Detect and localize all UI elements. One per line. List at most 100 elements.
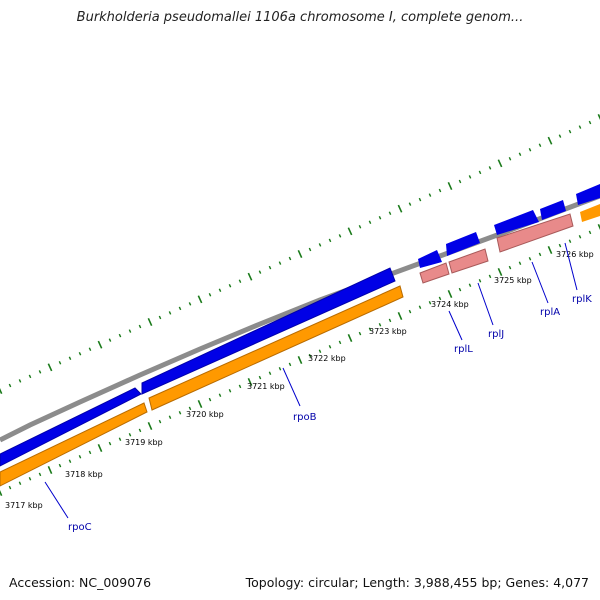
- tick-mark: [388, 318, 392, 323]
- tick-mark: [208, 293, 212, 297]
- tick-mark: [568, 129, 572, 134]
- tick-mark: [408, 202, 412, 206]
- tick-mark: [597, 114, 600, 120]
- cds-rpoB[interactable]: [148, 285, 404, 411]
- tick-mark: [228, 389, 232, 393]
- forward-genes: [0, 184, 600, 467]
- tick-mark: [28, 374, 32, 379]
- tick-mark: [358, 331, 362, 336]
- tick-mark: [547, 136, 553, 145]
- feature-rplL-pink[interactable]: [419, 262, 450, 284]
- tick-mark: [338, 340, 342, 345]
- tick-mark: [38, 370, 42, 374]
- tick-mark: [208, 397, 212, 402]
- tick-mark: [0, 490, 3, 496]
- tick-mark: [338, 234, 342, 238]
- tick-mark: [108, 441, 112, 446]
- tick-mark: [78, 455, 82, 459]
- tick-mark: [28, 477, 32, 481]
- tick-mark: [168, 311, 172, 315]
- tick-mark: [438, 188, 442, 193]
- kbp-label: 3718 kbp: [65, 470, 103, 479]
- tick-mark: [128, 329, 132, 333]
- tick-mark: [18, 379, 22, 383]
- tick-mark: [428, 301, 432, 305]
- gene-rpoC-blue[interactable]: [0, 387, 142, 467]
- gene-next-blue[interactable]: [576, 184, 600, 205]
- feature-rplJ-pink[interactable]: [448, 248, 489, 274]
- tick-mark: [218, 393, 222, 397]
- gene-rplA-blue[interactable]: [494, 210, 539, 235]
- kbp-label: 3726 kbp: [556, 250, 594, 259]
- tick-mark: [158, 315, 162, 320]
- tick-mark: [88, 450, 92, 455]
- tick-mark: [397, 204, 403, 213]
- tick-mark: [188, 406, 192, 411]
- tick-mark: [438, 296, 442, 301]
- tick-mark: [118, 333, 122, 338]
- tick-mark: [428, 193, 432, 197]
- tick-mark: [258, 375, 262, 380]
- tick-mark: [318, 349, 322, 353]
- gene-label-rpoC[interactable]: rpoC: [68, 522, 92, 533]
- gene-rplJ-blue[interactable]: [446, 232, 480, 256]
- tick-mark: [288, 256, 292, 261]
- tick-mark: [578, 125, 582, 129]
- kbp-label: 3717 kbp: [5, 501, 43, 510]
- tick-mark: [0, 388, 3, 394]
- gene-leaders: [44, 242, 578, 519]
- tick-mark: [138, 428, 142, 433]
- tick-mark: [238, 279, 242, 283]
- gene-labels: rpoC rpoB rplL rplJ rplA rplK: [68, 294, 592, 533]
- tick-mark: [18, 481, 22, 485]
- tick-mark: [358, 225, 362, 229]
- gene-label-rplL[interactable]: rplL: [454, 344, 473, 355]
- tick-mark: [308, 247, 312, 252]
- cds-features: [0, 204, 600, 487]
- tick-mark: [447, 290, 453, 298]
- outer-tick-ring: [0, 114, 600, 394]
- gene-label-rplA[interactable]: rplA: [540, 307, 560, 318]
- tick-mark: [488, 274, 492, 279]
- tick-mark: [468, 175, 472, 179]
- tick-mark: [547, 246, 553, 254]
- gene-label-rpoB[interactable]: rpoB: [293, 412, 317, 423]
- pink-features: [419, 213, 574, 284]
- tick-mark: [247, 272, 253, 281]
- tick-mark: [518, 152, 522, 157]
- genome-summary-label: Topology: circular; Length: 3,988,455 bp…: [245, 575, 589, 590]
- feature-rplA-pink[interactable]: [496, 213, 574, 253]
- tick-mark: [497, 268, 503, 276]
- tick-mark: [408, 309, 412, 314]
- gene-label-rplK[interactable]: rplK: [572, 294, 592, 305]
- gene-rplK-blue[interactable]: [540, 200, 566, 220]
- tick-mark: [328, 345, 332, 349]
- tick-mark: [538, 143, 542, 147]
- gene-rpoB-blue[interactable]: [141, 267, 396, 395]
- tick-mark: [68, 356, 72, 361]
- kbp-label: 3723 kbp: [369, 327, 407, 336]
- tick-mark: [478, 279, 482, 283]
- leader-line-rpoB: [282, 367, 301, 407]
- cds-rpoC[interactable]: [0, 402, 148, 487]
- tick-mark: [278, 367, 282, 371]
- tick-mark: [368, 327, 372, 331]
- tick-mark: [8, 383, 12, 388]
- tick-mark: [478, 170, 482, 175]
- gene-rplL-blue[interactable]: [418, 250, 442, 268]
- tick-mark: [247, 378, 253, 386]
- cds-next[interactable]: [580, 204, 600, 222]
- tick-mark: [528, 147, 532, 152]
- gene-label-rplJ[interactable]: rplJ: [488, 329, 504, 340]
- tick-mark: [38, 472, 42, 477]
- tick-mark: [138, 324, 142, 329]
- tick-mark: [58, 361, 62, 365]
- tick-mark: [588, 120, 592, 125]
- tick-mark: [458, 287, 462, 292]
- tick-mark: [378, 323, 382, 327]
- tick-mark: [58, 463, 62, 468]
- tick-mark: [538, 252, 542, 257]
- tick-mark: [118, 437, 122, 441]
- tick-mark: [458, 179, 462, 184]
- tick-mark: [158, 419, 162, 424]
